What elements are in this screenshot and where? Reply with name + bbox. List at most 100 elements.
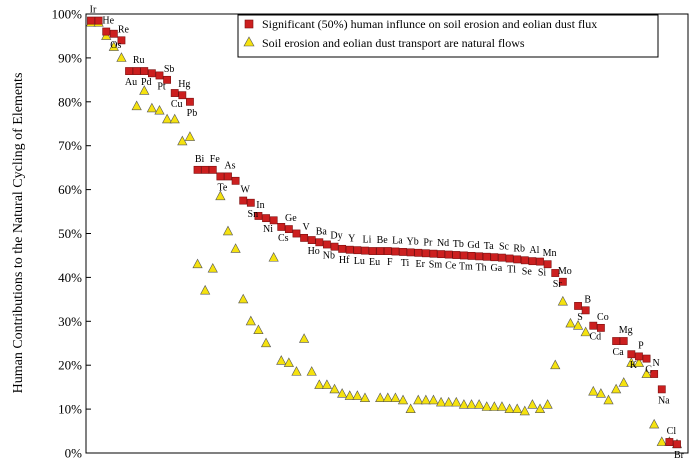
human-influence-point xyxy=(323,240,331,249)
element-label: Hg xyxy=(178,79,190,90)
element-label: Sn xyxy=(248,209,259,220)
human-influence-point xyxy=(520,256,529,265)
natural-flow-point xyxy=(359,392,371,403)
natural-flow-point xyxy=(542,399,553,409)
natural-flow-point xyxy=(435,396,447,407)
element-label: Ce xyxy=(445,261,457,272)
element-label: Na xyxy=(658,395,670,406)
element-label: F xyxy=(387,257,393,268)
element-label: W xyxy=(240,185,250,196)
element-label: Co xyxy=(597,312,609,323)
element-label: Ti xyxy=(401,258,410,269)
natural-flow-point xyxy=(420,394,431,405)
element-label: Ta xyxy=(484,241,494,252)
element-label: Th xyxy=(476,262,487,273)
natural-flow-point xyxy=(641,368,652,378)
element-label: Dy xyxy=(330,231,342,242)
human-influence-point xyxy=(528,257,537,266)
human-influence-point xyxy=(368,247,377,255)
human-influence-point xyxy=(117,36,126,45)
natural-flow-point xyxy=(527,399,538,409)
natural-flow-markers xyxy=(85,17,683,449)
element-label: Nb xyxy=(323,250,335,261)
human-influence-point xyxy=(513,255,522,264)
natural-flow-point xyxy=(633,357,645,367)
human-influence-point xyxy=(109,29,118,38)
element-label: Te xyxy=(217,182,227,193)
element-label: Br xyxy=(674,450,685,461)
natural-flow-point xyxy=(298,333,310,343)
element-label: Al xyxy=(529,245,539,256)
natural-flow-point xyxy=(451,396,462,407)
natural-flow-point xyxy=(550,359,561,370)
natural-flow-point xyxy=(169,113,180,124)
element-label: Si xyxy=(538,268,547,279)
human-influence-point xyxy=(284,225,293,234)
element-label: Mg xyxy=(619,325,633,336)
element-label: Gd xyxy=(467,240,479,251)
element-label: Pb xyxy=(187,108,198,119)
element-label: Fe xyxy=(210,154,221,165)
natural-flow-point xyxy=(184,131,196,141)
natural-flow-point xyxy=(565,317,576,328)
element-label: Sm xyxy=(429,260,443,271)
element-label: Li xyxy=(363,235,372,246)
element-label: Er xyxy=(416,259,426,270)
human-influence-point xyxy=(612,337,621,345)
element-label: Sr xyxy=(553,279,563,290)
natural-flow-point xyxy=(580,326,591,337)
element-label: B xyxy=(584,294,591,305)
natural-flow-point xyxy=(390,392,401,403)
y-axis-ticks: 0% 10% 20% 30% 40% 50% 60% 70% 80% 90% 100% xyxy=(52,7,91,461)
human-influence-point xyxy=(132,67,141,75)
natural-flow-point xyxy=(139,85,150,95)
human-influence-point xyxy=(482,252,491,261)
element-label: Au xyxy=(125,77,137,88)
element-label: Ho xyxy=(308,246,320,257)
element-label: Nd xyxy=(437,238,449,249)
element-label: Os xyxy=(110,40,121,51)
natural-flow-point xyxy=(245,315,256,326)
element-label: Lu xyxy=(354,256,365,267)
human-influence-point xyxy=(543,260,552,269)
natural-flow-point xyxy=(397,394,409,405)
human-influence-point xyxy=(361,246,369,255)
element-label: Ru xyxy=(133,55,145,66)
human-influence-point xyxy=(581,306,590,315)
human-influence-point xyxy=(102,27,111,36)
human-influence-point xyxy=(216,172,225,181)
element-label: Tb xyxy=(453,239,464,250)
human-influence-point xyxy=(589,321,598,330)
legend-box xyxy=(237,14,659,58)
element-label: Sb xyxy=(164,64,175,75)
human-influence-point xyxy=(262,214,270,223)
human-influence-point xyxy=(193,165,202,174)
natural-flow-point xyxy=(329,383,340,394)
human-influence-point xyxy=(315,238,324,247)
y-tick-label: 40% xyxy=(58,270,82,285)
element-label: Hf xyxy=(339,255,350,266)
human-influence-point xyxy=(170,89,179,97)
element-label: Ge xyxy=(285,213,297,224)
natural-flow-point xyxy=(443,396,454,407)
natural-flow-point xyxy=(588,385,599,396)
human-influence-point xyxy=(345,245,354,254)
human-influence-markers xyxy=(87,16,681,449)
natural-flow-point xyxy=(337,388,348,398)
human-influence-point xyxy=(376,247,385,255)
human-influence-point xyxy=(208,165,217,174)
natural-flow-point xyxy=(276,355,287,365)
y-tick-label: 30% xyxy=(58,314,82,329)
human-influence-point xyxy=(635,352,643,361)
natural-flow-point xyxy=(200,284,211,295)
natural-flow-point xyxy=(382,392,393,403)
natural-flow-point xyxy=(618,377,629,387)
natural-flow-point xyxy=(321,379,333,389)
y-axis-label: Human Contributions to the Natural Cycli… xyxy=(11,73,26,394)
element-label: P xyxy=(638,340,644,351)
natural-flow-point xyxy=(603,394,614,405)
element-label: C xyxy=(645,365,652,376)
element-label: Pr xyxy=(423,237,433,248)
natural-flow-point xyxy=(306,366,317,376)
